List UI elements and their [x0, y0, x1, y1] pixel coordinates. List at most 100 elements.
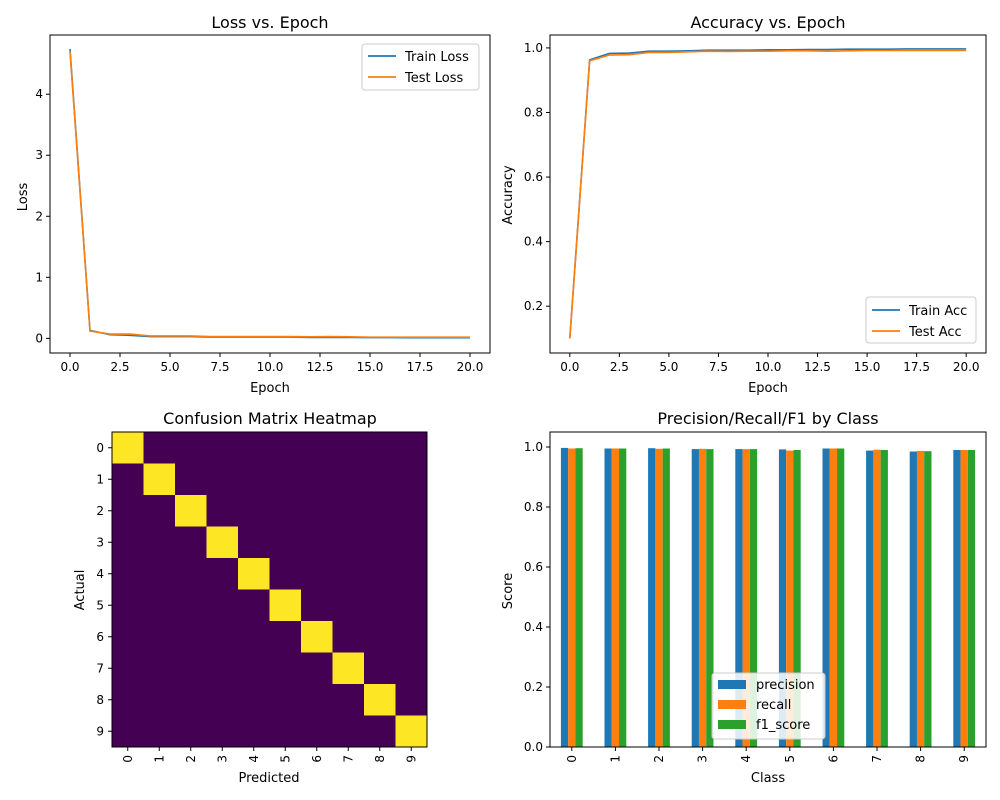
metrics-bar-f1-score — [706, 449, 714, 747]
metrics-xtick-label: 3 — [696, 755, 710, 763]
confusion-cell — [112, 652, 144, 685]
confusion-ytick-label: 3 — [96, 535, 104, 549]
confusion-cell — [395, 463, 428, 496]
confusion-cell — [206, 715, 239, 748]
confusion-matrix: Confusion Matrix Heatmap Predicted Actua… — [73, 409, 428, 786]
confusion-cell — [112, 463, 144, 496]
metrics-bar-recall — [698, 448, 707, 747]
metrics-chart-legend: precision recall f1_score — [711, 672, 826, 740]
confusion-cell — [364, 526, 396, 559]
confusion-ytick-label: 5 — [96, 598, 104, 612]
confusion-cell — [112, 684, 144, 716]
confusion-cell — [364, 652, 396, 685]
loss-xtick-label: 12.5 — [307, 360, 334, 374]
metrics-bar-f1-score — [967, 450, 976, 747]
loss-chart-plot: 0.0 2.5 5.0 7.5 10.0 12.5 15.0 17.5 20.0 0 1 2 3 4 — [35, 48, 484, 374]
metrics-bar-f1-score — [662, 448, 670, 747]
metrics-bar-precision — [953, 450, 961, 747]
confusion-cell — [364, 621, 396, 653]
accuracy-ytick-label: 0.4 — [524, 235, 543, 249]
metrics-xtick-label: 8 — [914, 755, 928, 763]
loss-xtick-label: 2.5 — [110, 360, 129, 374]
accuracy-chart: Accuracy vs. Epoch Epoch Accuracy 0.0 2.5… — [501, 13, 987, 396]
accuracy-legend-label-test: Test Acc — [908, 325, 962, 340]
metrics-bar-recall — [655, 448, 663, 747]
metrics-legend-label-f1: f1_score — [756, 718, 810, 733]
metrics-bar-recall — [786, 450, 794, 747]
confusion-cell — [238, 463, 270, 496]
confusion-ytick-label: 4 — [96, 567, 104, 581]
metrics-bar-recall — [742, 449, 750, 747]
confusion-cell — [301, 558, 333, 590]
loss-chart-xlabel: Epoch — [250, 381, 290, 396]
confusion-xtick-label: 2 — [184, 755, 198, 763]
confusion-cell — [206, 463, 239, 496]
accuracy-xtick-label: 12.5 — [804, 360, 831, 374]
confusion-cell — [238, 495, 270, 527]
confusion-cell — [206, 589, 239, 622]
confusion-cell — [395, 621, 428, 653]
loss-ytick-label: 2 — [35, 209, 43, 223]
confusion-cell — [175, 652, 207, 685]
metrics-legend-label-recall: recall — [756, 698, 791, 713]
accuracy-chart-frame — [549, 34, 987, 354]
metrics-bar-recall — [829, 448, 838, 747]
accuracy-series-train-acc — [569, 48, 967, 339]
confusion-cell — [206, 652, 239, 685]
metrics-bar-precision — [866, 450, 874, 747]
confusion-cell — [269, 495, 302, 527]
confusion-cell — [364, 684, 396, 716]
confusion-cell — [175, 463, 207, 496]
metrics-bar-precision — [648, 448, 656, 747]
confusion-xtick-label: 6 — [310, 755, 324, 763]
confusion-cell — [364, 495, 396, 527]
metrics-legend-swatch-precision — [718, 680, 746, 689]
metrics-ytick-label: 0.8 — [524, 500, 543, 514]
confusion-xtick-label: 8 — [373, 755, 387, 763]
confusion-matrix-title: Confusion Matrix Heatmap — [163, 409, 377, 428]
confusion-matrix-ylabel: Actual — [73, 570, 88, 611]
confusion-cell — [238, 684, 270, 716]
confusion-cell — [364, 558, 396, 590]
confusion-ytick-label: 6 — [96, 630, 104, 644]
metrics-chart-bars: 0.0 0.2 0.4 0.6 0.8 1.0 0 1 2 3 4 5 6 7 8 9 — [524, 440, 976, 763]
accuracy-xtick-label: 5.0 — [659, 360, 678, 374]
confusion-xtick-label: 7 — [341, 755, 355, 763]
metrics-bar-recall — [960, 450, 968, 747]
metrics-bar-precision — [604, 448, 612, 747]
confusion-cell — [332, 463, 365, 496]
confusion-cell — [395, 715, 428, 748]
confusion-cell — [395, 432, 428, 464]
loss-xtick-label: 20.0 — [457, 360, 484, 374]
metrics-legend-swatch-f1 — [718, 720, 746, 729]
metrics-chart-title: Precision/Recall/F1 by Class — [657, 409, 878, 428]
metrics-bar-precision — [909, 451, 917, 747]
accuracy-chart-ylabel: Accuracy — [501, 165, 516, 225]
confusion-cell — [175, 715, 207, 748]
confusion-cell — [112, 621, 144, 653]
metrics-bar-f1-score — [793, 450, 801, 747]
metrics-bar-f1-score — [619, 448, 627, 747]
confusion-cell — [301, 432, 333, 464]
metrics-xtick-label: 9 — [957, 755, 971, 763]
accuracy-chart-xlabel: Epoch — [748, 381, 788, 396]
accuracy-series-test-acc — [569, 49, 967, 339]
metrics-bar-f1-score — [880, 450, 888, 747]
metrics-xtick-label: 6 — [826, 755, 840, 763]
confusion-cell — [269, 621, 302, 653]
accuracy-legend-label-train: Train Acc — [908, 304, 967, 319]
confusion-cell — [206, 526, 239, 559]
confusion-cell — [238, 715, 270, 748]
metrics-ytick-label: 1.0 — [524, 440, 543, 454]
confusion-cell — [143, 432, 176, 464]
confusion-cell — [269, 526, 302, 559]
accuracy-chart-title: Accuracy vs. Epoch — [690, 13, 845, 32]
confusion-cell — [143, 715, 176, 748]
confusion-cell — [238, 526, 270, 559]
confusion-cell — [112, 526, 144, 559]
confusion-cell — [332, 621, 365, 653]
metrics-bar-precision — [735, 449, 743, 747]
confusion-xtick-label: 0 — [121, 755, 135, 763]
metrics-xtick-label: 0 — [565, 755, 579, 763]
